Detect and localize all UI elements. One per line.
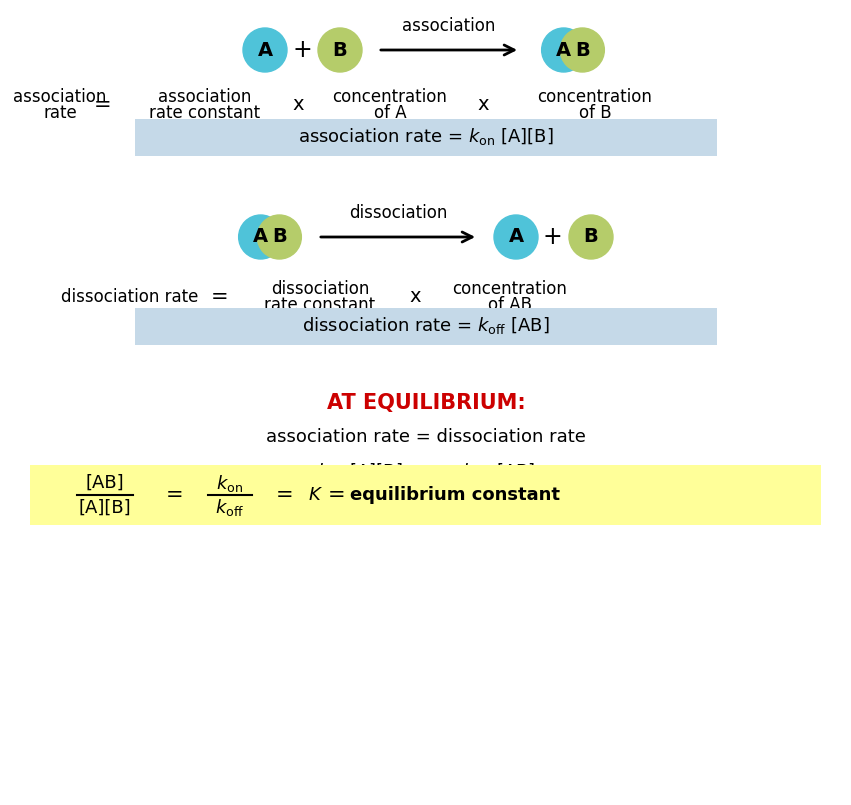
FancyBboxPatch shape <box>135 119 717 156</box>
Circle shape <box>238 215 283 259</box>
Text: of AB: of AB <box>488 296 532 314</box>
Text: dissociation: dissociation <box>271 280 369 298</box>
Text: dissociation rate: dissociation rate <box>61 288 198 306</box>
Text: B: B <box>575 40 590 60</box>
Text: A: A <box>508 228 523 246</box>
Text: A: A <box>253 228 268 246</box>
Text: association rate = dissociation rate: association rate = dissociation rate <box>266 428 586 446</box>
Text: association: association <box>403 17 495 35</box>
Text: =: = <box>328 485 346 505</box>
Text: $K$: $K$ <box>308 486 323 504</box>
Text: association: association <box>14 88 106 106</box>
Text: dissociation: dissociation <box>349 204 447 222</box>
Text: [A][B]: [A][B] <box>78 499 131 517</box>
Text: x: x <box>477 96 488 114</box>
Text: B: B <box>584 228 598 246</box>
Circle shape <box>243 28 287 72</box>
Text: $k_\mathrm{on}$: $k_\mathrm{on}$ <box>216 473 243 493</box>
Text: concentration: concentration <box>453 280 568 298</box>
Text: of A: of A <box>374 104 406 122</box>
FancyBboxPatch shape <box>135 308 717 345</box>
Text: x: x <box>409 287 420 307</box>
Text: equilibrium constant: equilibrium constant <box>350 486 560 504</box>
Text: x: x <box>292 96 304 114</box>
Circle shape <box>318 28 362 72</box>
Text: =: = <box>166 485 184 505</box>
Text: concentration: concentration <box>538 88 653 106</box>
Text: =: = <box>211 287 229 307</box>
Text: =: = <box>277 485 294 505</box>
FancyBboxPatch shape <box>30 465 821 525</box>
Text: A: A <box>258 40 272 60</box>
Text: B: B <box>333 40 347 60</box>
Text: [AB]: [AB] <box>86 474 124 492</box>
Text: $k_\mathrm{on}$ [A][B]    =    $k_\mathrm{off}$ [AB]: $k_\mathrm{on}$ [A][B] = $k_\mathrm{off}… <box>317 460 535 481</box>
Text: +: + <box>292 38 311 62</box>
Text: rate constant: rate constant <box>150 104 260 122</box>
Text: =: = <box>94 95 111 115</box>
Text: rate constant: rate constant <box>265 296 375 314</box>
Text: A: A <box>556 40 571 60</box>
Text: +: + <box>542 225 562 249</box>
Circle shape <box>541 28 585 72</box>
Text: B: B <box>272 228 287 246</box>
Text: rate: rate <box>43 104 77 122</box>
Text: AT EQUILIBRIUM:: AT EQUILIBRIUM: <box>327 393 525 413</box>
Text: $k_\mathrm{off}$: $k_\mathrm{off}$ <box>215 497 244 518</box>
Circle shape <box>257 215 301 259</box>
Circle shape <box>494 215 538 259</box>
Text: dissociation rate = $k_\mathrm{off}$ [AB]: dissociation rate = $k_\mathrm{off}$ [AB… <box>302 315 550 336</box>
Circle shape <box>560 28 604 72</box>
Circle shape <box>569 215 613 259</box>
Text: association: association <box>158 88 252 106</box>
Text: of B: of B <box>579 104 611 122</box>
Text: association rate = $k_\mathrm{on}$ [A][B]: association rate = $k_\mathrm{on}$ [A][B… <box>298 126 554 147</box>
Text: concentration: concentration <box>333 88 448 106</box>
